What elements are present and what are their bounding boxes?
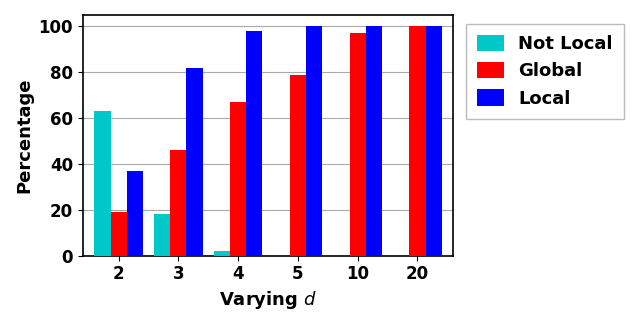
- Bar: [366, 26, 382, 256]
- Bar: [246, 31, 262, 256]
- Bar: [186, 68, 203, 256]
- Legend: Not Local, Global, Local: Not Local, Global, Local: [466, 24, 624, 119]
- Bar: [170, 150, 186, 256]
- Bar: [410, 26, 426, 256]
- Bar: [154, 215, 170, 256]
- Bar: [95, 111, 111, 256]
- X-axis label: Varying $d$: Varying $d$: [219, 289, 317, 311]
- Bar: [230, 102, 246, 256]
- Bar: [111, 212, 127, 256]
- Bar: [306, 26, 322, 256]
- Bar: [127, 171, 143, 256]
- Bar: [349, 33, 366, 256]
- Bar: [214, 251, 230, 256]
- Y-axis label: Percentage: Percentage: [15, 78, 33, 193]
- Bar: [426, 26, 442, 256]
- Bar: [290, 75, 306, 256]
